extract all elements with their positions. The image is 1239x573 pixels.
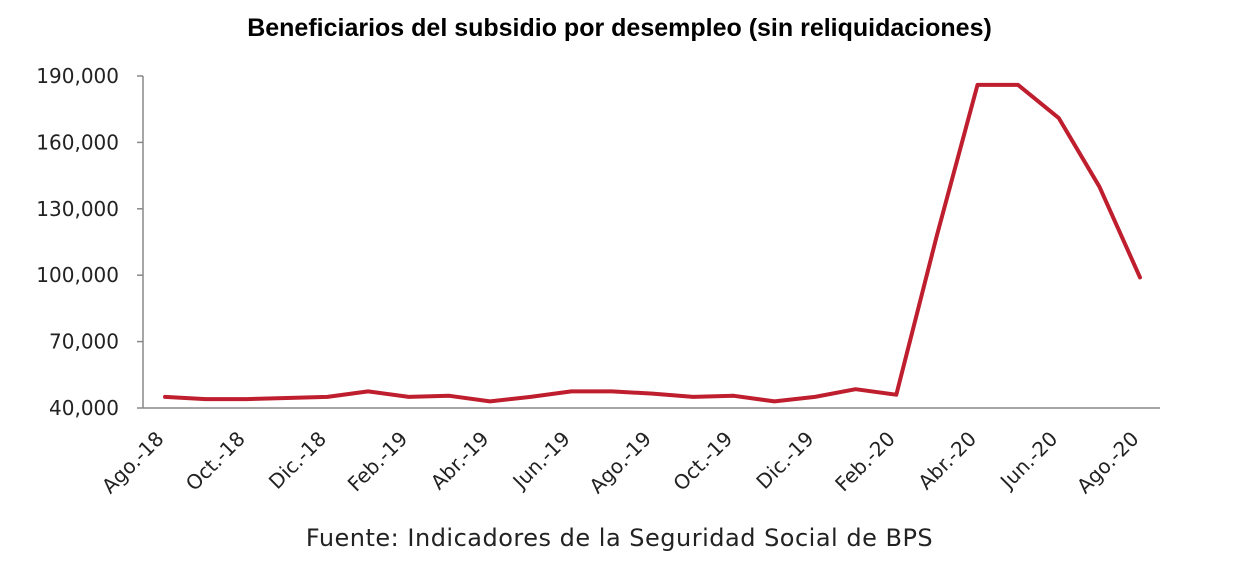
y-tick-label: 130,000	[36, 197, 119, 221]
series-group	[163, 82, 1142, 404]
x-tick-label: Ago.-19	[584, 427, 656, 499]
y-tick-label: 160,000	[36, 130, 119, 154]
y-tick-label: 100,000	[36, 263, 119, 287]
y-tick-label: 190,000	[36, 64, 119, 88]
x-tick-label: Ago.-18	[97, 427, 169, 499]
x-tick-label: Dic.-18	[264, 427, 331, 494]
x-tick-label: Abr.-19	[426, 427, 494, 495]
y-tick-label: 70,000	[49, 330, 119, 354]
y-axis: 40,000 70,000 100,000 130,000 160,000 190,000	[36, 64, 144, 420]
x-tick-label: Jun.-20	[994, 427, 1062, 495]
x-tick-label: Ago.-20	[1072, 427, 1144, 499]
series-line	[163, 82, 1142, 404]
x-tick-label: Oct.-19	[668, 427, 737, 496]
x-tick-label: Jun.-19	[507, 427, 575, 495]
chart-title: Beneficiarios del subsidio por desempleo…	[247, 14, 992, 42]
y-tick-label: 40,000	[49, 396, 119, 420]
x-axis: Ago.-18 Oct.-18 Dic.-18 Feb.-19 Abr.-19 Jun.-…	[97, 407, 1160, 499]
x-tick-label: Feb.-19	[343, 427, 413, 497]
x-tick-label: Oct.-18	[181, 427, 250, 496]
x-tick-label: Dic.-19	[751, 427, 818, 494]
x-tick-label: Feb.-20	[830, 427, 900, 497]
source-note: Fuente: Indicadores de la Seguridad Soci…	[305, 524, 934, 552]
x-tick-label: Abr.-20	[913, 427, 981, 495]
